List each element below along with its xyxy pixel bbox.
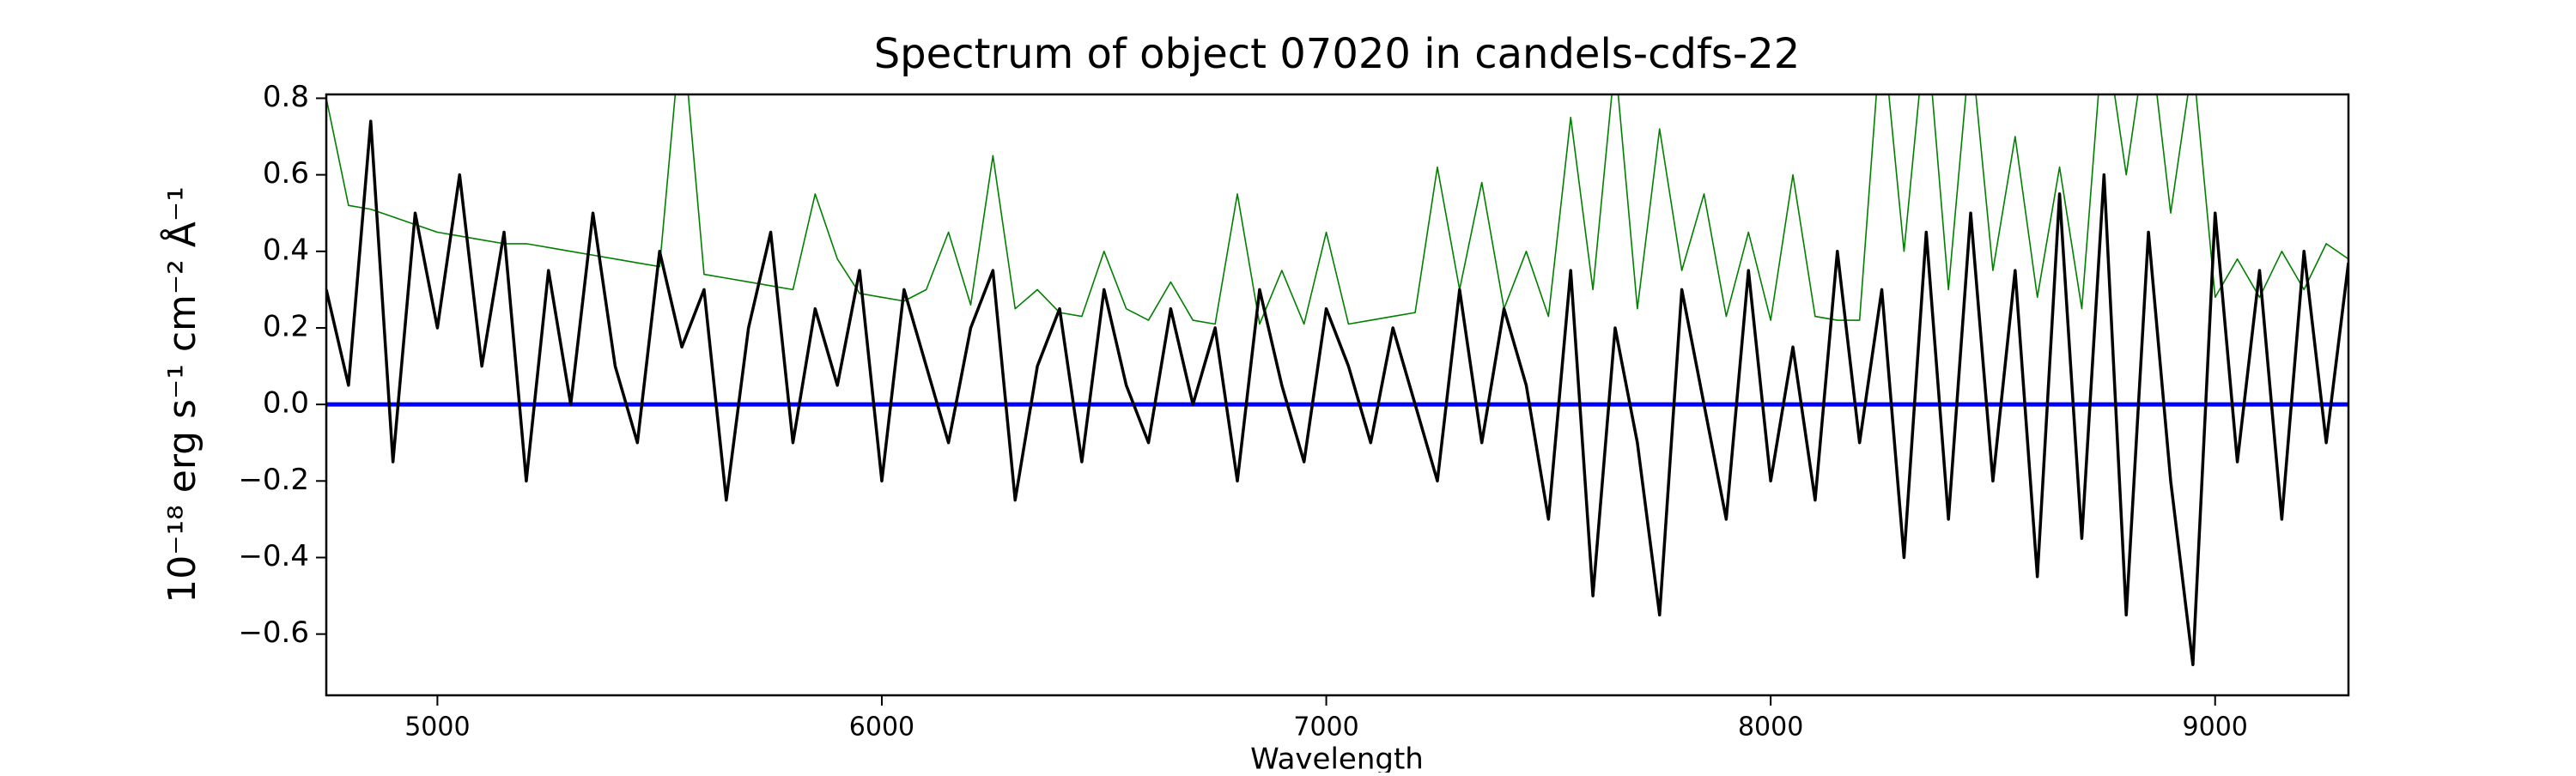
y-tick-label: 0.6 [263, 156, 309, 191]
y-axis-label: 10⁻¹⁸ erg s⁻¹ cm⁻² Å⁻¹ [159, 186, 204, 603]
x-tick-label: 9000 [2183, 712, 2248, 743]
x-tick-label: 7000 [1293, 712, 1358, 743]
series-line [326, 94, 2348, 325]
plot-area [326, 94, 2348, 667]
y-tick-label: 0.4 [263, 233, 309, 267]
y-tick-label: 0.2 [263, 309, 309, 343]
x-tick-label: 5000 [404, 712, 470, 743]
y-tick-label: 0.0 [263, 386, 309, 421]
series-line [326, 119, 2348, 667]
x-tick-label: 8000 [1738, 712, 1803, 743]
y-tick-label: 0.8 [263, 80, 309, 114]
x-axis-label: Wavelength [1250, 743, 1424, 773]
plot-frame [325, 93, 2350, 697]
y-tick-label: −0.2 [238, 463, 309, 497]
chart-title: Spectrum of object 07020 in candels-cdfs… [874, 30, 1801, 78]
x-tick-label: 6000 [849, 712, 914, 743]
y-tick-label: −0.6 [238, 615, 309, 650]
y-tick-label: −0.4 [238, 539, 309, 573]
